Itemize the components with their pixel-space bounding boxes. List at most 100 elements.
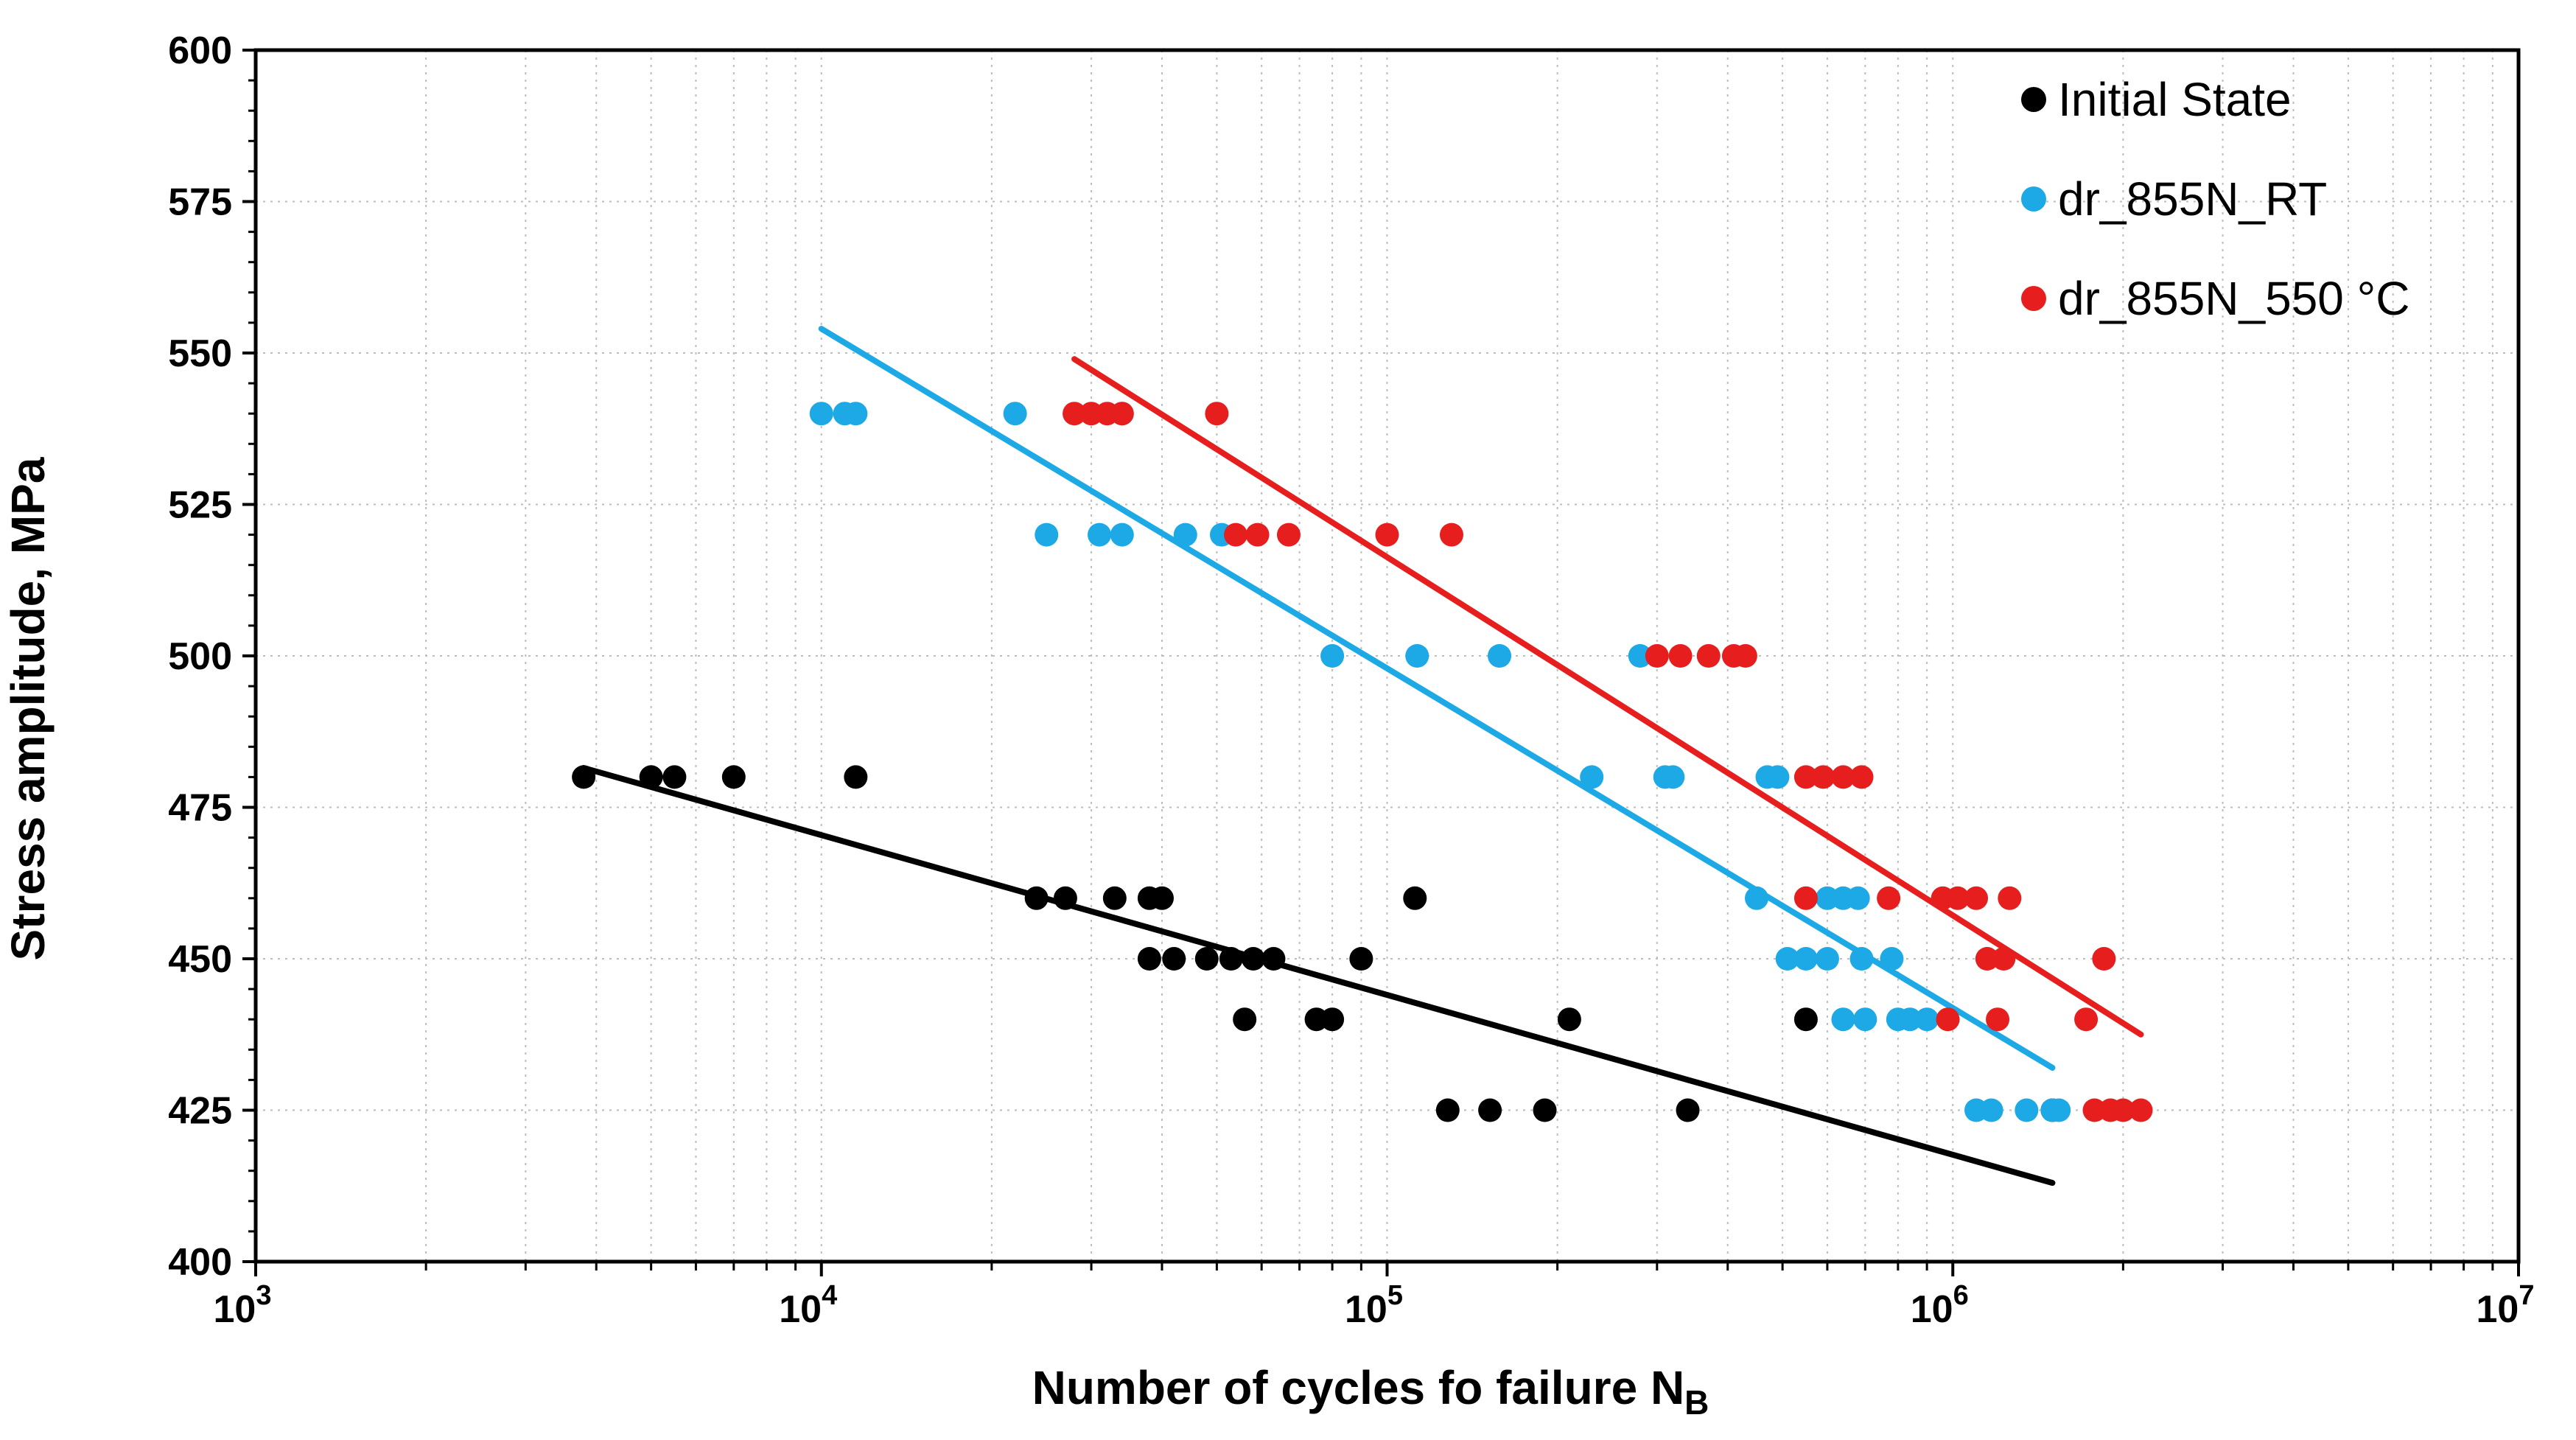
- data-point: [1439, 522, 1463, 547]
- y-tick-label: 550: [168, 332, 232, 375]
- data-point: [662, 765, 687, 789]
- data-point: [1811, 765, 1835, 789]
- data-point: [1194, 947, 1219, 971]
- data-point: [1241, 947, 1265, 971]
- data-point: [1676, 1098, 1700, 1122]
- data-point: [1668, 644, 1693, 668]
- trend-lines: [581, 326, 2144, 1186]
- legend-marker: [2021, 87, 2046, 112]
- y-tick-label: 575: [168, 181, 232, 224]
- y-tick-label: 400: [168, 1241, 232, 1284]
- y-tick-label: 525: [168, 484, 232, 527]
- data-point: [1110, 522, 1134, 547]
- data-point: [1945, 886, 1970, 910]
- x-tick-label: 104: [779, 1280, 837, 1331]
- trend-line: [1071, 356, 2144, 1038]
- data-point: [1488, 644, 1512, 668]
- data-point: [1765, 765, 1790, 789]
- data-point: [1087, 522, 1111, 547]
- data-point: [1478, 1098, 1502, 1122]
- data-point: [1205, 402, 1229, 426]
- data-point: [2092, 947, 2116, 971]
- data-point: [1233, 1007, 1257, 1032]
- data-point: [639, 765, 663, 789]
- data-point: [1745, 886, 1769, 910]
- y-tick-label: 425: [168, 1090, 232, 1133]
- data-point: [1349, 947, 1373, 971]
- data-point: [1998, 886, 2022, 910]
- trend-line: [581, 765, 2056, 1186]
- data-point: [1003, 402, 1027, 426]
- data-point: [2047, 1098, 2071, 1122]
- legend-label: dr_855N_RT: [2058, 172, 2327, 226]
- data-point: [1645, 644, 1669, 668]
- data-point: [1580, 765, 1604, 789]
- data-point: [1696, 644, 1721, 668]
- data-point: [844, 765, 868, 789]
- data-point: [1320, 1007, 1345, 1032]
- data-point: [1162, 947, 1186, 971]
- data-points: [572, 402, 2153, 1122]
- data-point: [2015, 1098, 2039, 1122]
- trend-line: [818, 326, 2056, 1071]
- data-point: [1849, 765, 1874, 789]
- data-point: [721, 765, 746, 789]
- y-tick-label: 500: [168, 635, 232, 678]
- data-point: [1035, 522, 1059, 547]
- data-point: [1846, 886, 1870, 910]
- data-point: [1110, 402, 1134, 426]
- data-point: [1375, 522, 1399, 547]
- data-point: [1137, 947, 1161, 971]
- data-point: [1102, 886, 1127, 910]
- data-point: [1849, 947, 1874, 971]
- axes: 400 425 450 475 500 525 550 575 600 103 104 105 106 1…: [168, 29, 2534, 1331]
- legend-label: dr_855N_550 °C: [2058, 272, 2409, 325]
- data-point: [1733, 644, 1757, 668]
- data-point: [1775, 947, 1799, 971]
- data-point: [2074, 1007, 2099, 1032]
- grid: [256, 50, 2519, 1262]
- data-point: [1024, 886, 1049, 910]
- data-point: [2129, 1098, 2153, 1122]
- data-point: [1986, 1007, 2010, 1032]
- data-point: [1793, 886, 1818, 910]
- legend: Initial State dr_855N_RT dr_855N_550 °C: [2021, 73, 2409, 325]
- y-tick-label: 475: [168, 787, 232, 830]
- data-point: [1063, 402, 1087, 426]
- data-point: [1276, 522, 1301, 547]
- data-point: [1793, 947, 1818, 971]
- data-point: [1053, 886, 1077, 910]
- data-point: [1975, 947, 1999, 971]
- x-axis-title: Number of cycles fo failure NB: [1032, 1361, 1709, 1422]
- data-point: [1219, 947, 1243, 971]
- data-point: [1898, 1007, 1922, 1032]
- data-point: [1661, 765, 1685, 789]
- data-point: [1793, 1007, 1818, 1032]
- data-point: [1320, 644, 1345, 668]
- data-point: [1405, 644, 1429, 668]
- y-tick-label: 450: [168, 938, 232, 981]
- data-point: [1877, 886, 1901, 910]
- data-point: [1533, 1098, 1557, 1122]
- x-tick-label: 105: [1345, 1280, 1403, 1331]
- legend-label: Initial State: [2058, 73, 2292, 126]
- data-point: [1224, 522, 1248, 547]
- legend-marker: [2021, 286, 2046, 311]
- data-point: [1173, 522, 1197, 547]
- data-point: [1261, 947, 1286, 971]
- data-point: [1831, 1007, 1855, 1032]
- y-axis-title: Stress amplitude, MPa: [1, 457, 55, 960]
- x-tick-label: 106: [1911, 1280, 1969, 1331]
- data-point: [1964, 886, 1989, 910]
- data-point: [1628, 644, 1652, 668]
- data-point: [1853, 1007, 1877, 1032]
- y-tick-label: 600: [168, 29, 232, 72]
- data-point: [2111, 1098, 2135, 1122]
- data-point: [1245, 522, 1270, 547]
- data-point: [1403, 886, 1427, 910]
- data-point: [1831, 765, 1855, 789]
- data-point: [844, 402, 868, 426]
- data-point: [1435, 1098, 1460, 1122]
